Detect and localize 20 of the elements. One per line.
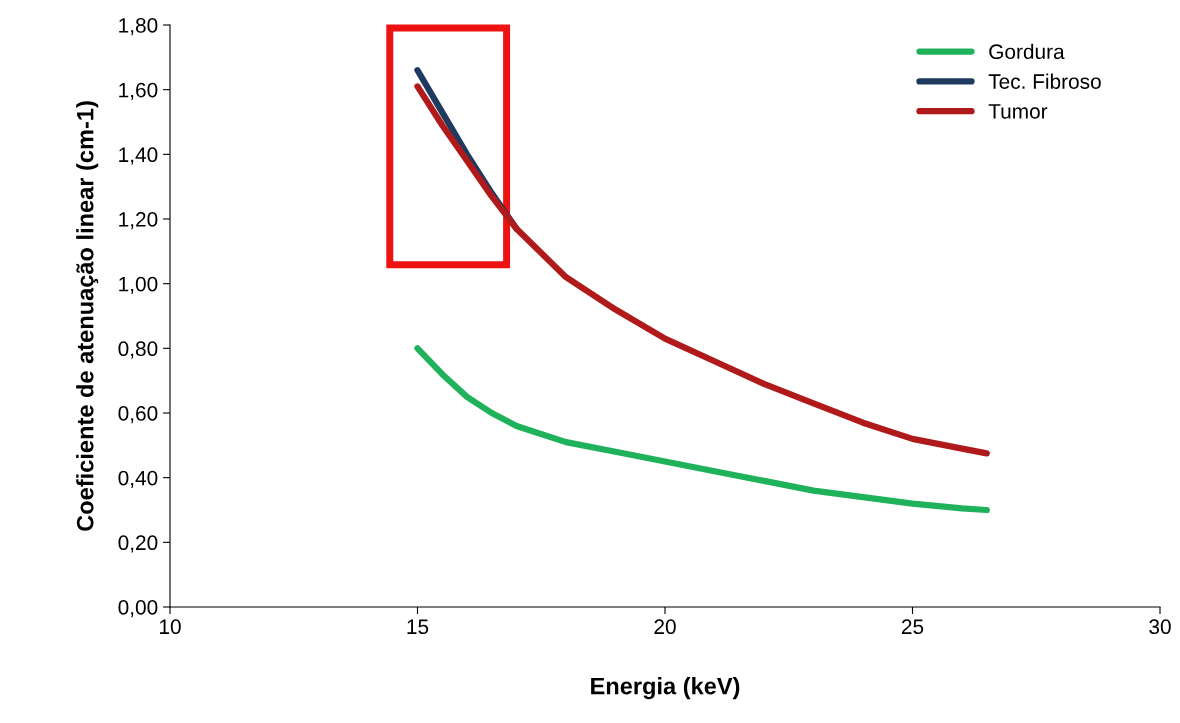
y-tick-label: 0,80: [118, 341, 158, 359]
y-tick-label: 1,40: [119, 147, 158, 165]
x-tick-label: 30: [1149, 619, 1171, 635]
y-tick-label: 0,40: [118, 470, 158, 488]
x-tick-label: 10: [160, 619, 181, 635]
legend-label: Tec. Fibroso: [988, 73, 1101, 89]
legend-label: Gordura: [989, 43, 1065, 60]
y-tick-label: 0,20: [118, 535, 158, 553]
y-tick-label: 1,00: [119, 276, 158, 294]
y-tick-label: 0,00: [118, 600, 158, 618]
y-tick-label: 0,60: [118, 406, 158, 424]
x-axis-title: Energia (keV): [591, 677, 740, 700]
x-tick-label: 25: [901, 619, 924, 635]
x-tick-label: 20: [654, 619, 676, 635]
legend-label: Tumor: [988, 104, 1048, 119]
x-tick-label: 15: [407, 619, 429, 635]
y-tick-label: 1,60: [119, 82, 158, 100]
y-tick-label: 1,20: [119, 212, 158, 230]
y-axis-title: Coeficiente de atenuação linear (cm-1): [76, 101, 99, 531]
y-tick-label: 1,80: [119, 18, 158, 36]
